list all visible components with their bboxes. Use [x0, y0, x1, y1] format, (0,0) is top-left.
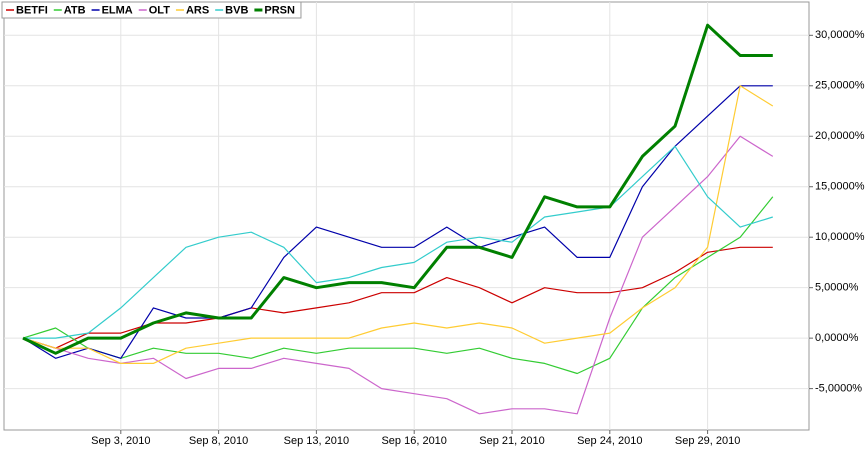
y-tick-label: 30,0000% — [815, 29, 865, 41]
y-tick-label: 15,0000% — [815, 181, 865, 193]
x-tick-label: Sep 13, 2010 — [284, 435, 349, 447]
legend-label: ARS — [186, 4, 209, 16]
x-tick-label: Sep 21, 2010 — [479, 435, 544, 447]
legend-label: BVB — [225, 4, 248, 16]
y-tick-label: -5,0000% — [815, 383, 862, 395]
series-line — [22, 196, 774, 375]
x-tick-label: Sep 8, 2010 — [189, 435, 248, 447]
series-line — [22, 85, 773, 359]
plot-area — [3, 1, 810, 431]
legend-label: PRSN — [264, 4, 295, 16]
legend-label: BETFI — [16, 4, 48, 16]
series-line — [22, 23, 773, 355]
x-tick-label: Sep 16, 2010 — [381, 435, 446, 447]
x-tick-label: Sep 3, 2010 — [91, 435, 150, 447]
legend: BETFI ATB ELMA OLT ARS BVB PRSN — [1, 1, 302, 19]
series-line — [22, 135, 774, 415]
y-tick-label: 5,0000% — [815, 282, 859, 294]
y-tick-label: 10,0000% — [815, 231, 865, 243]
legend-label: ATB — [64, 4, 86, 16]
series-line — [22, 85, 774, 364]
y-tick-label: 20,0000% — [815, 130, 865, 142]
legend-label: ELMA — [102, 4, 133, 16]
x-tick-label: Sep 24, 2010 — [577, 435, 642, 447]
legend-box — [1, 1, 302, 19]
y-tick-label: 0,0000% — [815, 332, 859, 344]
y-tick-label: 25,0000% — [815, 80, 865, 92]
x-tick-label: Sep 29, 2010 — [675, 435, 740, 447]
series-line — [23, 145, 773, 339]
legend-label: OLT — [149, 4, 170, 16]
